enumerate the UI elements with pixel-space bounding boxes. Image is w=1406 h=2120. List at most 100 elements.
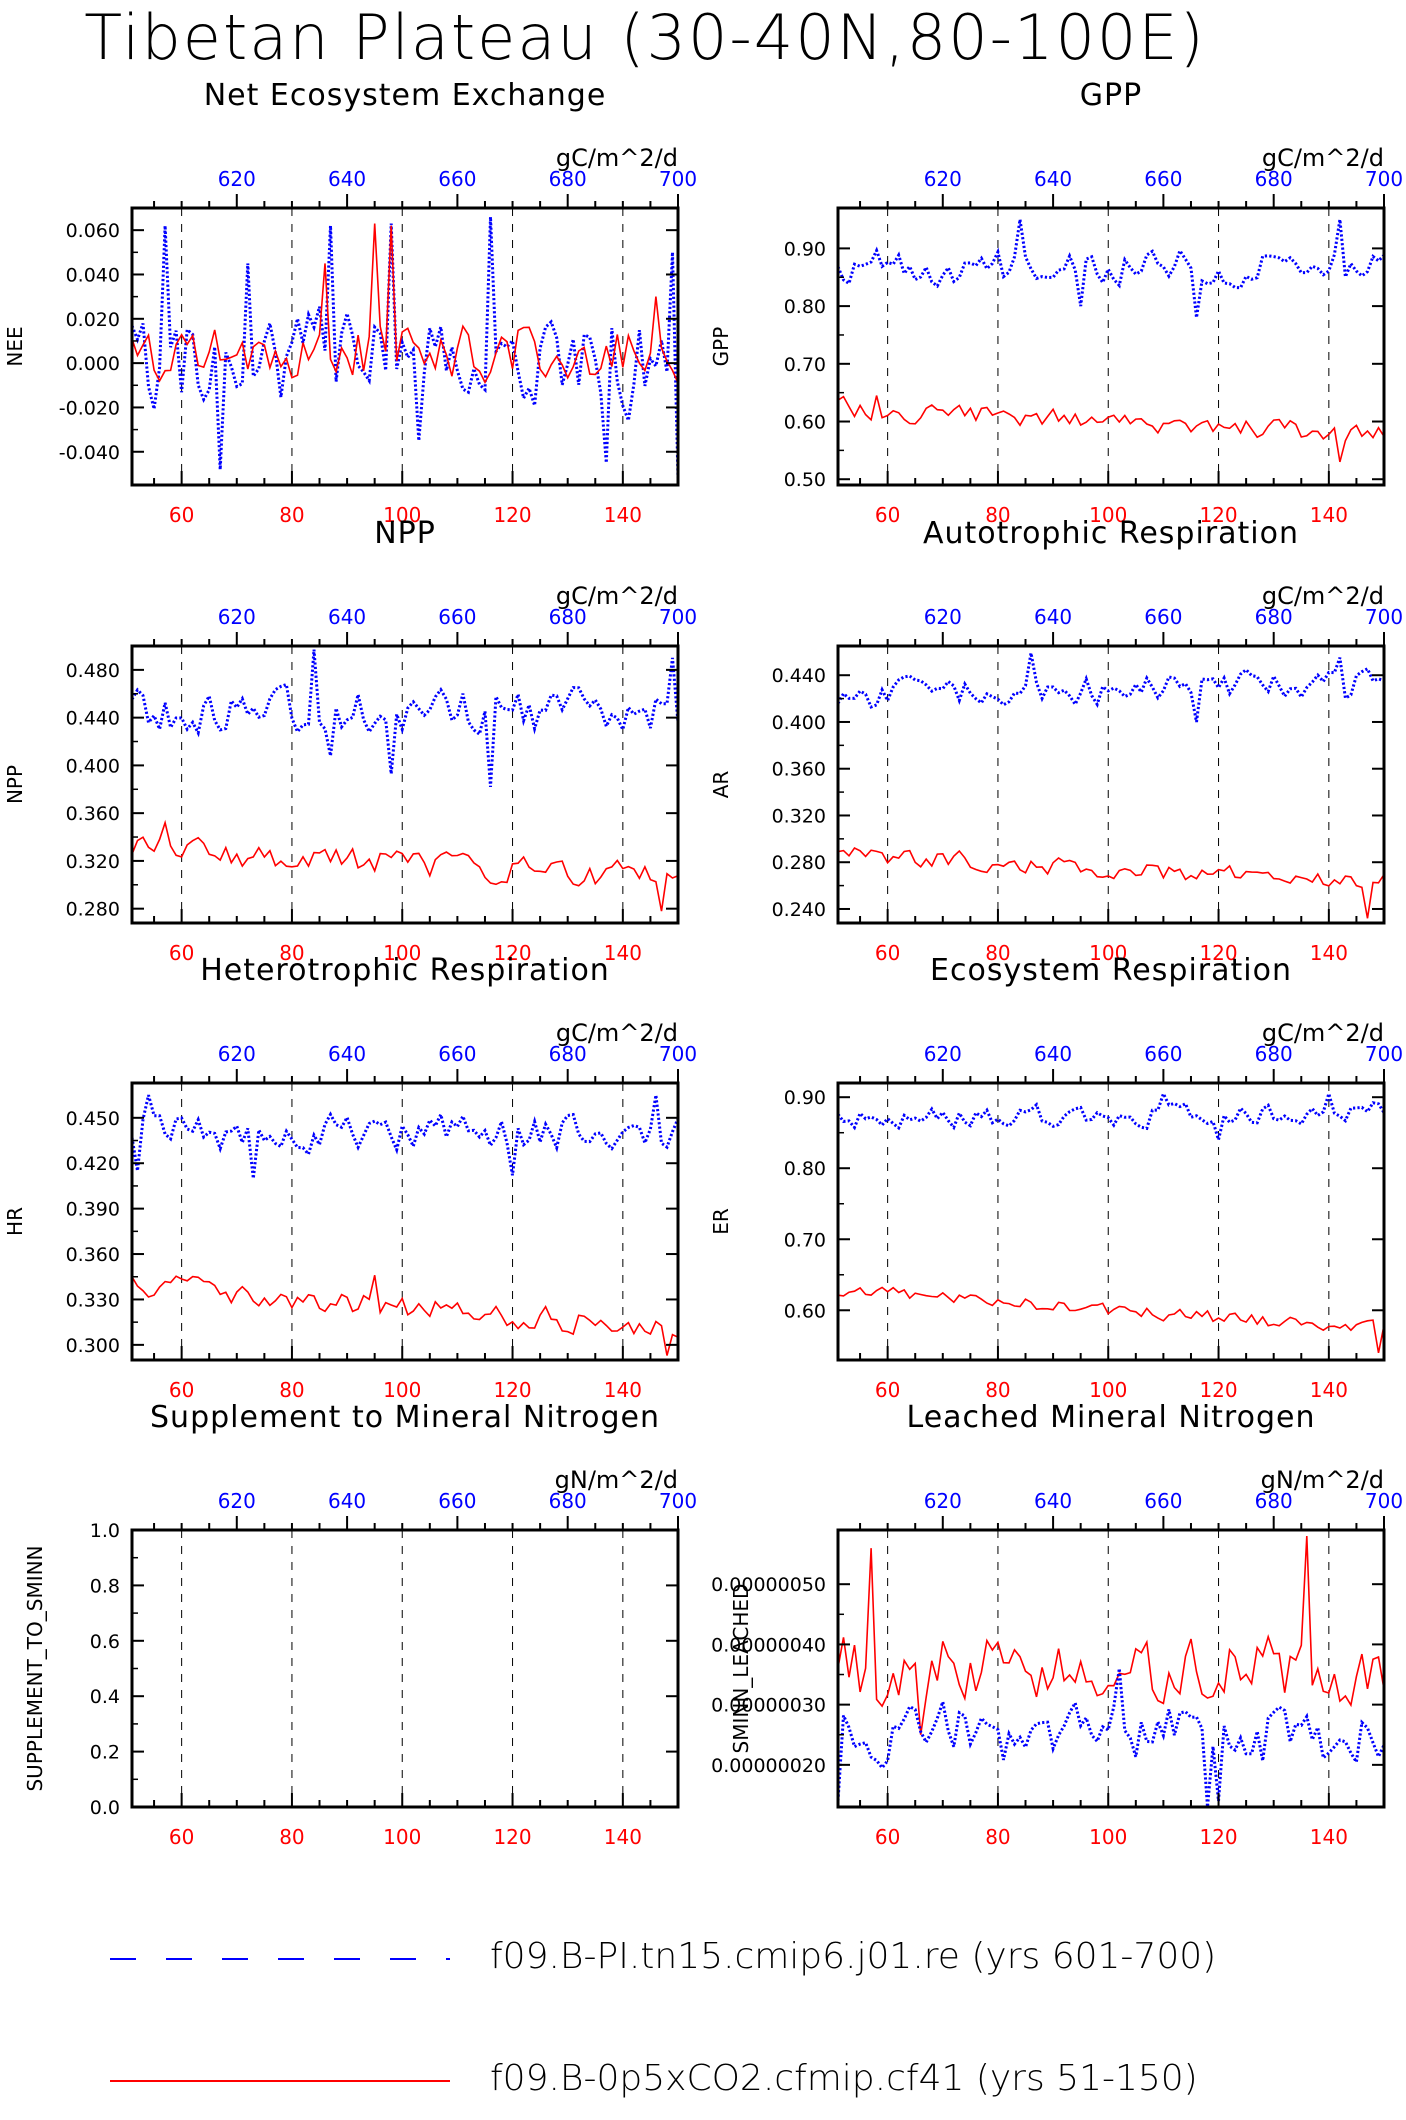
page-title: Tibetan Plateau (30-40N,80-100E) <box>84 1 1206 74</box>
y-tick-label: 0.300 <box>66 1335 120 1357</box>
x-tick-label-bottom: 80 <box>279 941 304 965</box>
y-tick-label: 0.450 <box>66 1108 120 1130</box>
x-tick-label-top: 620 <box>218 1489 256 1513</box>
x-tick-label-bottom: 80 <box>985 941 1010 965</box>
chart-title: Supplement to Mineral Nitrogen <box>150 1400 660 1435</box>
y-tick-label: 0.00000030 <box>711 1695 826 1717</box>
x-tick-label-top: 700 <box>1365 1489 1403 1513</box>
x-tick-label-bottom: 80 <box>985 1825 1010 1849</box>
x-tick-label-top: 660 <box>1144 167 1182 191</box>
y-axis-label: NPP <box>3 765 27 804</box>
y-tick-label: 0.70 <box>784 1229 826 1251</box>
x-tick-label-bottom: 120 <box>1199 1825 1237 1849</box>
x-tick-label-bottom: 140 <box>604 941 642 965</box>
x-tick-label-top: 660 <box>438 1042 476 1066</box>
x-tick-label-top: 700 <box>1365 167 1403 191</box>
chart-panel-6: Supplement to Mineral Nitrogen gN/m^2/d SU… <box>23 1400 697 1849</box>
y-tick-label: 1.0 <box>90 1520 120 1542</box>
x-tick-label-bottom: 100 <box>383 503 421 527</box>
y-tick-label: 0.320 <box>66 851 120 873</box>
x-tick-label-bottom: 100 <box>1089 1825 1127 1849</box>
x-tick-label-top: 640 <box>1034 1489 1072 1513</box>
y-axis-label: NEE <box>3 326 27 366</box>
x-tick-label-top: 680 <box>1255 1042 1293 1066</box>
chart-units: gC/m^2/d <box>556 1019 678 1047</box>
x-tick-label-top: 680 <box>549 1489 587 1513</box>
x-tick-label-bottom: 80 <box>985 503 1010 527</box>
plot-frame <box>130 206 680 487</box>
chart-panel-3: Autotrophic Respiration gC/m^2/d AR 0.240 0.… <box>709 516 1403 965</box>
y-tick-label: 0.90 <box>784 238 826 260</box>
x-tick-label-bottom: 140 <box>1310 941 1348 965</box>
y-tick-label: 0.240 <box>772 899 826 921</box>
series-line-red <box>837 1286 1385 1354</box>
chart-units: gC/m^2/d <box>556 582 678 610</box>
y-tick-label: 0.2 <box>90 1742 120 1764</box>
x-tick-label-top: 620 <box>924 605 962 629</box>
x-tick-label-top: 660 <box>1144 605 1182 629</box>
x-tick-label-top: 660 <box>1144 1042 1182 1066</box>
plot-frame <box>836 206 1386 487</box>
y-tick-label: 0.360 <box>66 1244 120 1266</box>
y-tick-label: 0.390 <box>66 1199 120 1221</box>
y-tick-label: 0.320 <box>772 805 826 827</box>
x-tick-label-bottom: 100 <box>1089 503 1127 527</box>
x-tick-label-top: 660 <box>438 1489 476 1513</box>
y-tick-label: 0.000 <box>66 353 120 375</box>
y-tick-label: 0.80 <box>784 1158 826 1180</box>
x-tick-label-bottom: 120 <box>493 1825 531 1849</box>
y-tick-label: 0.50 <box>784 469 826 491</box>
x-tick-label-bottom: 80 <box>985 1378 1010 1402</box>
x-tick-label-top: 680 <box>1255 605 1293 629</box>
series-line-blue <box>836 1088 1386 1146</box>
chart-panel-7: Leached Mineral Nitrogen gN/m^2/d SMINN_LE… <box>711 1400 1403 1849</box>
plot-frame <box>130 1528 680 1809</box>
series-line-blue <box>130 1094 680 1179</box>
y-tick-label: 0.00000020 <box>711 1755 826 1777</box>
plot-frame <box>836 1081 1386 1362</box>
x-tick-label-bottom: 140 <box>1310 1378 1348 1402</box>
plot-frame <box>836 644 1386 925</box>
x-tick-label-bottom: 120 <box>1199 941 1237 965</box>
chart-units: gC/m^2/d <box>1262 144 1384 172</box>
x-tick-label-top: 660 <box>438 167 476 191</box>
chart-title: NPP <box>374 516 436 551</box>
x-tick-label-top: 680 <box>1255 167 1293 191</box>
y-tick-label: -0.020 <box>59 397 120 419</box>
y-tick-label: 0.60 <box>784 412 826 434</box>
y-tick-label: 0.00000050 <box>711 1574 826 1596</box>
x-tick-label-top: 640 <box>1034 1042 1072 1066</box>
x-tick-label-top: 640 <box>1034 605 1072 629</box>
y-axis-label: HR <box>3 1207 27 1236</box>
y-tick-label: 0.60 <box>784 1300 826 1322</box>
y-tick-label: 0.90 <box>784 1087 826 1109</box>
x-tick-label-top: 660 <box>438 605 476 629</box>
series-line-red <box>131 223 679 385</box>
series-line-blue <box>836 652 1385 723</box>
plot-frame <box>130 1081 680 1362</box>
chart-panel-5: Ecosystem Respiration gC/m^2/d ER 0.60 0.70 0… <box>709 953 1403 1402</box>
x-tick-label-top: 680 <box>549 167 587 191</box>
y-axis-label: AR <box>709 771 733 799</box>
x-tick-label-top: 620 <box>218 167 256 191</box>
y-tick-label: 0.440 <box>66 708 120 730</box>
chart-title: Ecosystem Respiration <box>930 953 1292 988</box>
x-tick-label-bottom: 140 <box>1310 503 1348 527</box>
series-line-red <box>131 1275 679 1356</box>
x-tick-label-top: 700 <box>659 1489 697 1513</box>
x-tick-label-top: 700 <box>1365 1042 1403 1066</box>
chart-units: gN/m^2/d <box>1261 1466 1384 1494</box>
series-line-blue <box>130 216 680 479</box>
chart-title: Autotrophic Respiration <box>923 516 1299 551</box>
y-tick-label: 0.040 <box>66 264 120 286</box>
x-tick-label-top: 620 <box>218 1042 256 1066</box>
x-tick-label-bottom: 60 <box>169 503 194 527</box>
x-tick-label-top: 640 <box>1034 167 1072 191</box>
x-tick-label-bottom: 60 <box>875 503 900 527</box>
y-tick-label: 0.360 <box>66 803 120 825</box>
x-tick-label-top: 700 <box>659 605 697 629</box>
x-tick-label-top: 640 <box>328 1489 366 1513</box>
x-tick-label-bottom: 100 <box>383 1378 421 1402</box>
x-tick-label-bottom: 120 <box>493 941 531 965</box>
y-tick-label: 0.400 <box>772 712 826 734</box>
